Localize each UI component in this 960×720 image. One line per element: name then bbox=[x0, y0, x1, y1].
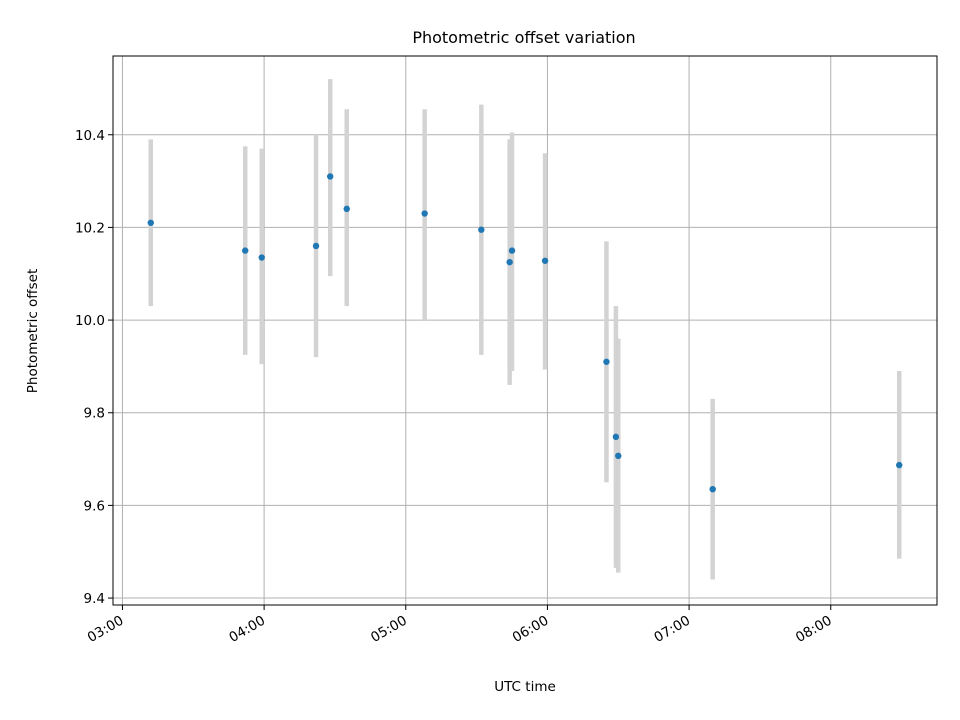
y-tick-label: 9.6 bbox=[84, 498, 105, 514]
data-point bbox=[506, 258, 513, 266]
chart-title: Photometric offset variation bbox=[412, 28, 635, 47]
data-point bbox=[258, 254, 265, 261]
x-tick-label: 07:00 bbox=[651, 613, 693, 646]
x-tick-label: 08:00 bbox=[793, 613, 835, 646]
data-point bbox=[327, 173, 334, 180]
data-point bbox=[612, 433, 620, 441]
data-point bbox=[421, 210, 428, 217]
y-tick-label: 10.0 bbox=[75, 313, 105, 329]
grid bbox=[113, 56, 937, 605]
data-point bbox=[615, 452, 622, 460]
data-point bbox=[896, 461, 903, 469]
plot-frame bbox=[112, 55, 938, 606]
y-tick-label: 9.8 bbox=[84, 406, 105, 422]
data-point bbox=[147, 219, 154, 226]
data-point bbox=[343, 205, 350, 213]
y-axis-ticks: 9.4 9.6 9.8 10.0 10.2 10.4 bbox=[75, 128, 113, 607]
y-axis-label: Photometric offset bbox=[25, 269, 41, 393]
y-tick-label: 9.4 bbox=[84, 591, 105, 607]
data-point bbox=[541, 257, 549, 264]
data-point bbox=[508, 247, 516, 254]
x-tick-label: 06:00 bbox=[510, 613, 552, 646]
x-tick-label: 03:00 bbox=[85, 613, 127, 646]
y-tick-label: 10.2 bbox=[75, 220, 105, 236]
y-tick-label: 10.4 bbox=[75, 128, 105, 144]
error-bars bbox=[148, 79, 902, 580]
x-tick-label: 04:00 bbox=[226, 613, 268, 646]
data-points bbox=[147, 173, 903, 493]
data-point bbox=[709, 485, 716, 493]
data-point bbox=[242, 247, 249, 254]
data-point bbox=[312, 242, 320, 250]
x-tick-label: 05:00 bbox=[368, 613, 410, 646]
x-axis-ticks: 03:00 04:00 05:00 06:00 07:00 08:00 bbox=[85, 605, 835, 646]
data-point bbox=[603, 358, 610, 365]
data-point bbox=[478, 226, 485, 233]
x-axis-label: UTC time bbox=[494, 679, 556, 695]
